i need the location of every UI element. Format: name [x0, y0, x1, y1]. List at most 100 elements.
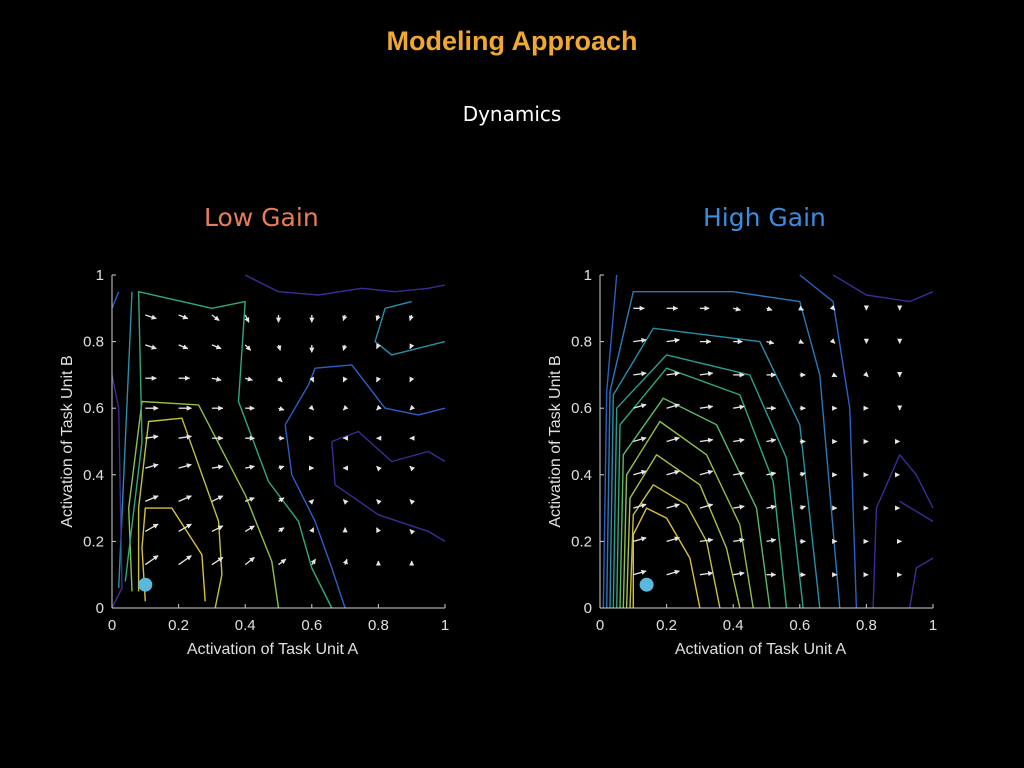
high-gain-start-point: [639, 577, 654, 592]
high-gain-vector-arrow: [799, 505, 806, 511]
high-gain-contour-line: [632, 507, 701, 609]
low-gain-y-tick-label: 0.4: [83, 467, 104, 484]
high-gain-contour-line: [899, 500, 934, 523]
low-gain-vector-arrow: [244, 344, 252, 351]
high-gain-vector-arrow: [766, 339, 775, 345]
low-gain-contour-line: [284, 364, 446, 426]
low-gain-vector-arrow: [376, 404, 382, 411]
slide-subtitle: Dynamics: [462, 102, 562, 126]
low-gain-vector-arrow: [308, 404, 315, 411]
low-gain-x-axis-label: Activation of Task Unit A: [187, 641, 359, 658]
high-gain-x-tick-label: 0.4: [723, 617, 744, 634]
high-gain-vector-arrow: [666, 503, 680, 509]
high-gain-vector-arrow: [733, 437, 745, 444]
high-gain-x-tick-label: 0.2: [656, 617, 677, 634]
low-gain-vector-arrow: [342, 344, 348, 351]
low-gain-vector-arrow: [178, 495, 192, 502]
chart-low-gain: 0 0.2 0.4 0.6 0.8 1 0 0.2 0.4 0.6 0.8 1 Activation o…: [59, 267, 449, 658]
high-gain-vector-arrow: [766, 537, 777, 544]
high-gain-contour-line: [799, 274, 858, 609]
high-gain-vector-arrow: [633, 469, 647, 476]
low-gain-vector-arrow: [409, 404, 416, 411]
chart-high-gain: 0 0.2 0.4 0.6 0.8 1 0 0.2 0.4 0.6 0.8 1 Activation o…: [547, 267, 937, 658]
low-gain-vector-arrow: [409, 529, 416, 535]
high-gain-vector-arrow: [766, 306, 773, 312]
low-gain-contour-line: [111, 291, 120, 309]
high-gain-vector-arrow: [633, 569, 647, 576]
low-gain-vector-arrow: [211, 495, 224, 502]
high-gain-vector-arrow: [633, 536, 647, 543]
low-gain-contour-line: [244, 274, 446, 296]
high-gain-vector-arrow: [798, 339, 804, 344]
low-gain-vector-arrow: [409, 499, 416, 505]
high-gain-vector-arrow: [666, 469, 680, 476]
high-gain-vector-arrow: [633, 371, 647, 377]
low-gain-vector-arrow: [244, 497, 255, 503]
high-gain-x-tick-label: 1: [929, 617, 937, 634]
high-gain-y-tick-label: 0.6: [571, 400, 592, 417]
high-gain-vector-arrow: [733, 504, 745, 510]
high-gain-vector-arrow: [666, 337, 680, 344]
high-gain-vector-arrow: [733, 537, 745, 543]
low-gain-y-tick-label: 0.6: [83, 400, 104, 417]
high-gain-vector-arrow: [799, 471, 806, 477]
high-gain-vector-arrow: [699, 469, 714, 476]
high-gain-vector-arrow: [699, 437, 714, 443]
low-gain-vector-arrow: [144, 555, 159, 566]
high-gain-y-tick-label: 0.2: [571, 533, 592, 550]
low-gain-contour-line: [111, 374, 123, 609]
low-gain-vector-arrow: [409, 343, 415, 350]
low-gain-vector-arrow: [211, 464, 224, 470]
low-gain-contour-line: [331, 441, 446, 543]
low-gain-vector-arrow: [375, 314, 381, 321]
low-gain-contour-line: [124, 291, 333, 609]
low-gain-vector-arrow: [211, 314, 220, 322]
low-gain-vector-arrow: [145, 434, 159, 440]
high-gain-vector-arrow: [699, 371, 714, 377]
low-gain-vector-arrow: [308, 499, 315, 505]
low-gain-vector-arrow: [309, 376, 315, 383]
low-gain-vector-arrow: [342, 499, 349, 505]
low-gain-vector-arrow: [244, 525, 255, 532]
low-gain-contour-line: [331, 430, 446, 463]
high-gain-y-tick-label: 1: [584, 267, 592, 284]
low-gain-y-tick-label: 0.2: [83, 533, 104, 550]
high-gain-contour-line: [616, 367, 788, 609]
low-gain-contour-line: [374, 300, 446, 356]
high-gain-contour-line: [625, 454, 741, 609]
low-gain-x-tick-label: 0.4: [235, 617, 256, 634]
low-gain-y-axis-label: Activation of Task Unit B: [59, 355, 76, 527]
low-gain-vector-arrow: [145, 463, 159, 469]
high-gain-x-tick-label: 0: [596, 617, 604, 634]
low-gain-vector-arrow: [245, 376, 254, 382]
high-gain-contour-line: [612, 354, 804, 609]
low-gain-vector-arrow: [144, 523, 159, 532]
low-gain-vector-arrow: [276, 344, 282, 351]
low-gain-vector-arrow: [376, 376, 381, 383]
high-gain-x-axis-label: Activation of Task Unit A: [675, 641, 847, 658]
low-gain-vector-arrow: [278, 497, 285, 503]
high-gain-contour-line: [872, 454, 934, 609]
high-gain-vector-arrow: [798, 305, 804, 311]
high-gain-vector-arrow: [666, 536, 680, 543]
low-gain-vector-arrow: [342, 404, 349, 411]
high-gain-vector-arrow: [699, 537, 714, 543]
high-gain-vector-arrow: [699, 503, 714, 509]
low-gain-vector-arrow: [178, 523, 192, 532]
high-gain-vector-arrow: [666, 403, 680, 409]
low-gain-vector-arrow: [145, 344, 157, 350]
high-gain-vector-arrow: [733, 471, 745, 477]
low-gain-vector-arrow: [278, 465, 285, 471]
high-gain-vector-arrow: [831, 372, 838, 378]
low-gain-vector-arrow: [244, 314, 250, 323]
high-gain-contour-line: [629, 484, 721, 609]
high-gain-x-tick-label: 0.8: [856, 617, 877, 634]
low-gain-contour-line: [137, 417, 223, 609]
high-gain-vector-arrow: [699, 570, 714, 577]
panel-title-low-gain: Low Gain: [204, 203, 319, 232]
low-gain-vector-arrow: [178, 314, 189, 320]
low-gain-y-tick-label: 0: [96, 600, 104, 617]
low-gain-start-point: [138, 577, 153, 592]
low-gain-vector-arrow: [244, 556, 255, 566]
low-gain-vector-arrow: [376, 465, 382, 472]
